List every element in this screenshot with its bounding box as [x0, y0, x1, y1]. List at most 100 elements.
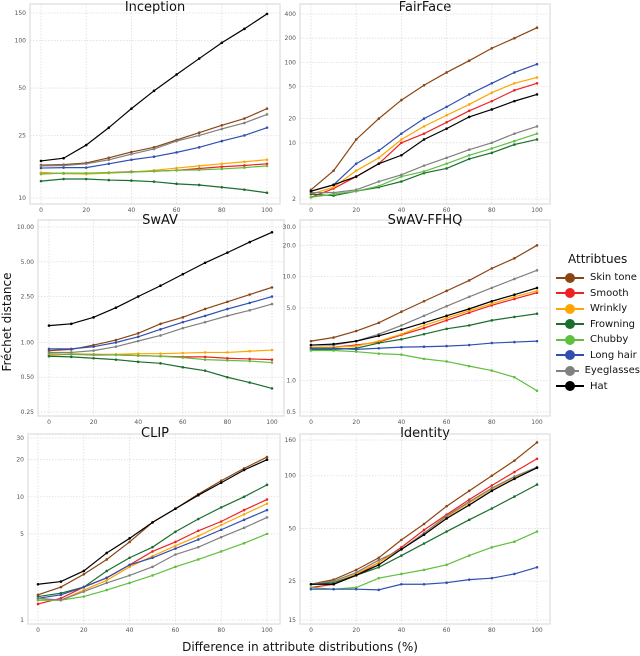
data-point	[220, 127, 224, 131]
data-point	[377, 561, 381, 564]
data-point	[219, 479, 223, 483]
data-point	[490, 319, 494, 322]
data-point	[152, 180, 156, 183]
data-point	[445, 327, 448, 331]
data-point	[513, 36, 516, 40]
data-point	[400, 173, 403, 177]
data-point	[39, 172, 43, 176]
data-point	[535, 138, 539, 141]
data-point	[445, 314, 448, 318]
data-point	[130, 152, 133, 156]
y-tick-label: 0.25	[21, 409, 35, 416]
data-point	[265, 191, 269, 195]
data-point	[128, 556, 131, 560]
data-point	[152, 155, 156, 159]
data-point	[226, 359, 229, 362]
legend-marker-icon	[556, 303, 584, 314]
panel-frame	[27, 433, 281, 625]
x-tick-label: 20	[352, 419, 360, 426]
data-point	[400, 548, 403, 551]
data-point	[84, 171, 88, 175]
data-point	[265, 532, 269, 536]
legend-marker-icon	[556, 288, 584, 299]
data-point	[128, 540, 131, 544]
x-tick-label: 60	[173, 207, 181, 214]
data-point	[159, 354, 162, 358]
data-point	[400, 353, 403, 356]
legend-item: Hat	[556, 379, 640, 395]
x-tick-label: 60	[443, 207, 451, 214]
data-point	[490, 474, 494, 478]
series-line-skin-tone	[310, 441, 538, 585]
y-tick-label: 400	[285, 11, 297, 18]
data-point	[265, 113, 269, 116]
data-point	[467, 307, 471, 311]
x-tick-label: 40	[398, 207, 406, 214]
data-point	[226, 300, 229, 304]
data-point	[226, 356, 229, 360]
legend-marker-icon	[556, 365, 579, 376]
data-point	[535, 339, 539, 343]
data-point	[377, 565, 381, 569]
series-line-hat	[311, 467, 538, 585]
data-point	[467, 309, 471, 313]
data-point	[422, 568, 426, 572]
panel-frame	[299, 219, 551, 417]
data-point	[181, 351, 185, 355]
data-point	[400, 572, 403, 576]
data-point	[114, 358, 118, 361]
data-point	[422, 326, 426, 330]
series-line-hat	[48, 231, 273, 327]
data-point	[467, 343, 471, 347]
data-point	[92, 356, 95, 360]
data-point	[82, 590, 86, 593]
data-point	[197, 131, 201, 135]
x-tick-label: 80	[217, 627, 225, 634]
data-point	[70, 351, 73, 354]
data-point	[203, 355, 207, 359]
data-point	[265, 12, 269, 16]
x-tick-label: 40	[398, 627, 406, 634]
data-point	[197, 534, 200, 538]
data-point	[467, 279, 471, 282]
data-point	[197, 529, 200, 533]
data-point	[490, 341, 494, 345]
data-point	[445, 563, 448, 567]
data-point	[332, 587, 335, 591]
data-point	[332, 346, 335, 350]
data-point	[242, 518, 246, 522]
data-point	[175, 73, 178, 76]
data-point	[513, 295, 516, 299]
y-tick-label: 200	[285, 35, 297, 42]
y-tick-label: 1.00	[21, 339, 35, 346]
data-point	[243, 166, 246, 169]
data-point	[513, 277, 516, 281]
legend-label: Hat	[590, 380, 608, 392]
data-point	[105, 569, 108, 573]
data-point	[248, 359, 251, 363]
y-tick-label: 150	[15, 10, 27, 17]
y-tick-label: 100	[15, 38, 27, 45]
legend-label: Skin tone	[590, 272, 637, 284]
data-point	[181, 356, 185, 359]
data-point	[136, 332, 140, 335]
data-point	[535, 76, 539, 79]
data-point	[490, 267, 494, 270]
x-tick-label: 0	[39, 207, 43, 214]
data-point	[422, 332, 426, 336]
data-point	[130, 150, 133, 154]
data-point	[445, 530, 448, 533]
data-point	[181, 326, 185, 330]
y-tick-label: 20.0	[283, 242, 297, 249]
data-point	[513, 293, 516, 297]
data-point	[242, 513, 246, 516]
data-point	[219, 535, 223, 539]
data-point	[490, 147, 494, 150]
y-tick-label: 2.50	[21, 294, 35, 301]
data-point	[82, 585, 86, 589]
data-point	[59, 598, 63, 602]
data-point	[377, 184, 381, 188]
data-point	[242, 526, 246, 530]
data-point	[422, 164, 426, 167]
